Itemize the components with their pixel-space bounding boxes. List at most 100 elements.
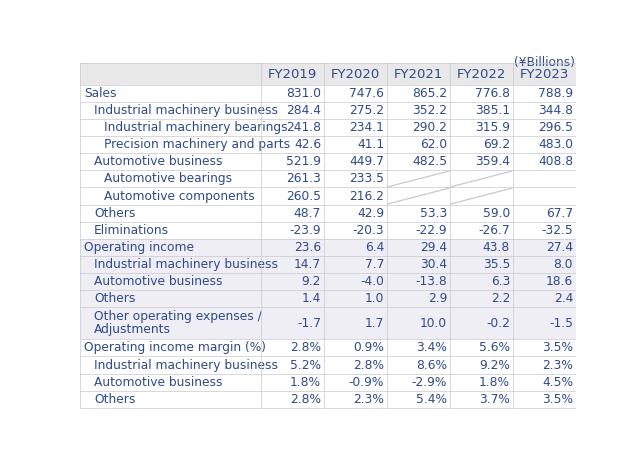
Text: 234.1: 234.1 bbox=[349, 121, 384, 134]
Text: 14.7: 14.7 bbox=[294, 258, 321, 271]
Text: FY2023: FY2023 bbox=[520, 68, 569, 81]
Text: 3.5%: 3.5% bbox=[542, 393, 573, 406]
Text: 747.6: 747.6 bbox=[349, 87, 384, 100]
Text: 7.7: 7.7 bbox=[365, 258, 384, 271]
Text: 296.5: 296.5 bbox=[538, 121, 573, 134]
Text: Automotive bearings: Automotive bearings bbox=[104, 172, 232, 185]
Text: 2.3%: 2.3% bbox=[542, 358, 573, 371]
Text: 42.9: 42.9 bbox=[357, 206, 384, 219]
Text: -0.9%: -0.9% bbox=[349, 375, 384, 388]
Text: 482.5: 482.5 bbox=[412, 155, 447, 168]
Text: Others: Others bbox=[94, 206, 135, 219]
Text: 1.0: 1.0 bbox=[365, 292, 384, 305]
Text: -0.2: -0.2 bbox=[486, 317, 510, 330]
Text: 3.5%: 3.5% bbox=[542, 341, 573, 354]
Text: 8.0: 8.0 bbox=[554, 258, 573, 271]
Text: 352.2: 352.2 bbox=[412, 104, 447, 117]
Text: FY2019: FY2019 bbox=[268, 68, 317, 81]
Text: -20.3: -20.3 bbox=[353, 224, 384, 237]
Text: Precision machinery and parts: Precision machinery and parts bbox=[104, 138, 290, 151]
Text: 788.9: 788.9 bbox=[538, 87, 573, 100]
Text: 5.4%: 5.4% bbox=[416, 393, 447, 406]
Text: 233.5: 233.5 bbox=[349, 172, 384, 185]
Text: 6.4: 6.4 bbox=[365, 241, 384, 254]
Text: Operating income margin (%): Operating income margin (%) bbox=[84, 341, 266, 354]
Text: 284.4: 284.4 bbox=[286, 104, 321, 117]
Bar bbox=[80, 391, 576, 408]
Text: 216.2: 216.2 bbox=[349, 189, 384, 202]
Text: Others: Others bbox=[94, 292, 135, 305]
Text: 315.9: 315.9 bbox=[475, 121, 510, 134]
Text: 27.4: 27.4 bbox=[546, 241, 573, 254]
Text: -4.0: -4.0 bbox=[360, 275, 384, 288]
Text: Industrial machinery business: Industrial machinery business bbox=[94, 258, 278, 271]
Bar bbox=[80, 307, 576, 339]
Text: FY2021: FY2021 bbox=[394, 68, 444, 81]
Text: Industrial machinery bearings: Industrial machinery bearings bbox=[104, 121, 287, 134]
Bar bbox=[80, 188, 576, 205]
Text: 408.8: 408.8 bbox=[538, 155, 573, 168]
Text: 2.3%: 2.3% bbox=[353, 393, 384, 406]
Text: -22.9: -22.9 bbox=[415, 224, 447, 237]
Text: 41.1: 41.1 bbox=[357, 138, 384, 151]
Text: 35.5: 35.5 bbox=[483, 258, 510, 271]
Text: 29.4: 29.4 bbox=[420, 241, 447, 254]
Text: 5.2%: 5.2% bbox=[290, 358, 321, 371]
Bar bbox=[80, 239, 576, 256]
Text: Automotive business: Automotive business bbox=[94, 155, 222, 168]
Bar bbox=[80, 63, 576, 85]
Text: 865.2: 865.2 bbox=[412, 87, 447, 100]
Text: Automotive business: Automotive business bbox=[94, 275, 222, 288]
Text: 831.0: 831.0 bbox=[286, 87, 321, 100]
Text: 10.0: 10.0 bbox=[420, 317, 447, 330]
Text: 290.2: 290.2 bbox=[412, 121, 447, 134]
Text: Sales: Sales bbox=[84, 87, 116, 100]
Text: FY2020: FY2020 bbox=[331, 68, 380, 81]
Text: Adjustments: Adjustments bbox=[94, 323, 171, 336]
Text: Industrial machinery business: Industrial machinery business bbox=[94, 358, 278, 371]
Text: 1.7: 1.7 bbox=[365, 317, 384, 330]
Text: 776.8: 776.8 bbox=[475, 87, 510, 100]
Text: 3.4%: 3.4% bbox=[416, 341, 447, 354]
Text: -1.5: -1.5 bbox=[549, 317, 573, 330]
Text: 1.4: 1.4 bbox=[301, 292, 321, 305]
Text: 2.8%: 2.8% bbox=[290, 393, 321, 406]
Text: 9.2: 9.2 bbox=[301, 275, 321, 288]
Text: 18.6: 18.6 bbox=[546, 275, 573, 288]
Text: 2.2: 2.2 bbox=[491, 292, 510, 305]
Text: 9.2%: 9.2% bbox=[479, 358, 510, 371]
Text: -13.8: -13.8 bbox=[415, 275, 447, 288]
Text: 3.7%: 3.7% bbox=[479, 393, 510, 406]
Text: Automotive components: Automotive components bbox=[104, 189, 255, 202]
Text: 1.8%: 1.8% bbox=[290, 375, 321, 388]
Text: Other operating expenses /: Other operating expenses / bbox=[94, 310, 262, 323]
Text: 261.3: 261.3 bbox=[286, 172, 321, 185]
Text: FY2022: FY2022 bbox=[457, 68, 506, 81]
Text: -32.5: -32.5 bbox=[541, 224, 573, 237]
Text: 48.7: 48.7 bbox=[294, 206, 321, 219]
Text: Eliminations: Eliminations bbox=[94, 224, 169, 237]
Text: 30.4: 30.4 bbox=[420, 258, 447, 271]
Text: 385.1: 385.1 bbox=[475, 104, 510, 117]
Text: 5.6%: 5.6% bbox=[479, 341, 510, 354]
Text: Automotive business: Automotive business bbox=[94, 375, 222, 388]
Text: 1.8%: 1.8% bbox=[479, 375, 510, 388]
Text: 241.8: 241.8 bbox=[286, 121, 321, 134]
Bar bbox=[80, 357, 576, 374]
Text: 2.4: 2.4 bbox=[554, 292, 573, 305]
Text: 275.2: 275.2 bbox=[349, 104, 384, 117]
Bar bbox=[80, 339, 576, 357]
Text: 62.0: 62.0 bbox=[420, 138, 447, 151]
Text: -2.9%: -2.9% bbox=[412, 375, 447, 388]
Text: 69.2: 69.2 bbox=[483, 138, 510, 151]
Text: 59.0: 59.0 bbox=[483, 206, 510, 219]
Bar bbox=[80, 374, 576, 391]
Bar bbox=[80, 222, 576, 239]
Text: 2.9: 2.9 bbox=[428, 292, 447, 305]
Text: 4.5%: 4.5% bbox=[542, 375, 573, 388]
Text: -1.7: -1.7 bbox=[297, 317, 321, 330]
Bar bbox=[80, 290, 576, 307]
Text: (¥Billions): (¥Billions) bbox=[514, 56, 575, 69]
Text: 359.4: 359.4 bbox=[475, 155, 510, 168]
Bar bbox=[80, 119, 576, 136]
